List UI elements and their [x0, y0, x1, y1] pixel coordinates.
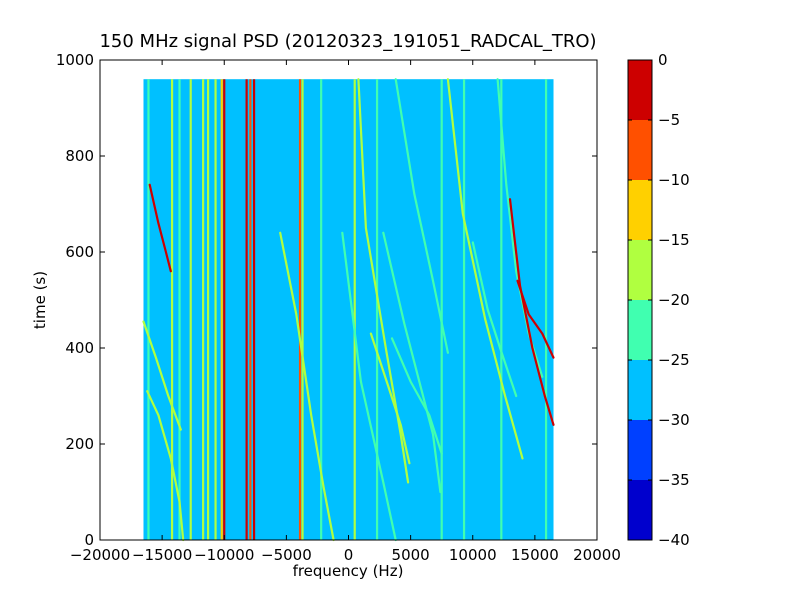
colorbar-tick-label: −20 — [658, 291, 690, 309]
x-tick-label: −10000 — [194, 546, 254, 564]
heatmap-curve — [516, 279, 555, 359]
colorbar-frame — [627, 59, 653, 541]
heatmap-curve — [394, 78, 449, 354]
plot-area — [99, 59, 598, 542]
colorbar-tick-label: −35 — [658, 471, 690, 489]
heatmap-curve — [369, 332, 411, 465]
colorbar-tick-label: −10 — [658, 171, 690, 189]
x-tick-label: −20000 — [70, 546, 130, 564]
colorbar-tick-label: −15 — [658, 231, 690, 249]
x-tick-label: 20000 — [573, 546, 621, 564]
heatmap-curve — [471, 241, 518, 398]
heatmap-curve — [341, 231, 397, 542]
colorbar-segment — [628, 360, 652, 420]
colorbar-tick-label: 0 — [658, 51, 668, 69]
heatmap-curve — [279, 231, 335, 542]
colorbar-segment — [628, 240, 652, 300]
heatmap-background — [143, 79, 554, 540]
x-tick-label: 10000 — [449, 546, 497, 564]
y-tick-label: 200 — [65, 435, 94, 453]
x-axis-ticks: −20000 −15000 −10000 −5000 0 5000 10000 15000 20… — [70, 60, 621, 564]
y-tick-label: 1000 — [56, 51, 94, 69]
x-tick-label: 5000 — [392, 546, 430, 564]
y-tick-label: 600 — [65, 243, 94, 261]
colorbar-segment — [628, 300, 652, 360]
colorbar-segment — [628, 480, 652, 540]
heatmap-curve — [142, 320, 182, 431]
colorbar-tick-label: −25 — [658, 351, 690, 369]
heatmap-layer — [142, 78, 555, 542]
x-tick-label: 0 — [344, 546, 354, 564]
x-tick-label: −5000 — [261, 546, 312, 564]
x-tick-label: 15000 — [511, 546, 559, 564]
colorbar — [628, 60, 652, 540]
y-tick-label: 0 — [84, 531, 94, 549]
heatmap-curve — [382, 231, 442, 494]
y-tick-label: 400 — [65, 339, 94, 357]
colorbar-segment — [628, 120, 652, 180]
y-axis-label: time (s) — [31, 271, 49, 329]
colorbar-segment — [628, 60, 652, 120]
y-tick-label: 800 — [65, 147, 94, 165]
heatmap-curve — [146, 390, 185, 542]
x-tick-label: −15000 — [132, 546, 192, 564]
colorbar-ticks: −40 −35 −30 −25 −20 −15 −10 −5 0 — [628, 51, 690, 549]
colorbar-tick-label: −5 — [658, 111, 680, 129]
colorbar-segment — [628, 180, 652, 240]
heatmap-curve — [357, 78, 410, 484]
heatmap-curve — [148, 183, 172, 273]
heatmap-curve — [508, 198, 555, 426]
x-axis-label: frequency (Hz) — [293, 562, 404, 580]
colorbar-tick-label: −30 — [658, 411, 690, 429]
heatmap-curve — [390, 337, 443, 455]
heatmap-curve — [446, 78, 524, 460]
colorbar-tick-label: −40 — [658, 531, 690, 549]
chart-title: 150 MHz signal PSD (20120323_191051_RADC… — [99, 31, 596, 52]
y-axis-ticks: 0 200 400 600 800 1000 — [56, 51, 597, 549]
colorbar-segment — [628, 420, 652, 480]
